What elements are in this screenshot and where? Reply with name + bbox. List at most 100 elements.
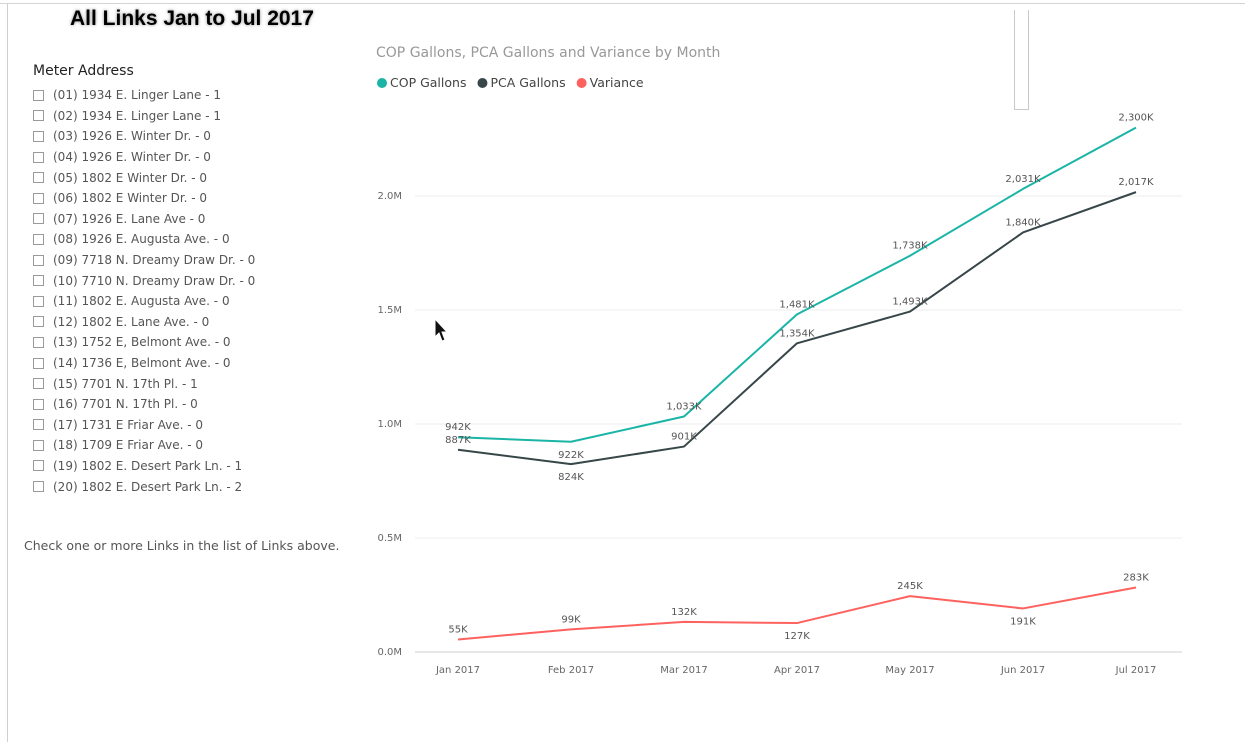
y-tick-label: 1.5M: [377, 305, 402, 316]
scrollbar-thumb[interactable]: [1014, 10, 1029, 110]
checkbox[interactable]: [33, 460, 44, 472]
slicer-item-label: (03) 1926 E. Winter Dr. - 0: [53, 129, 211, 144]
checkbox[interactable]: [33, 172, 44, 184]
checkbox[interactable]: [33, 110, 44, 122]
checkbox[interactable]: [33, 233, 44, 245]
slicer-list: (01) 1934 E. Linger Lane - 1 (02) 1934 E.…: [33, 85, 343, 497]
chart-series: 942K 922K 1,033K 1,481K 1,738K 2,031K 2,300K 88…: [445, 113, 1154, 642]
slicer-item-label: (14) 1736 E, Belmont Ave. - 0: [53, 356, 231, 371]
data-label: 1,738K: [892, 241, 928, 252]
slicer-item-label: (07) 1926 E. Lane Ave - 0: [53, 211, 206, 226]
slicer-item-label: (06) 1802 E Winter Dr. - 0: [53, 191, 208, 206]
checkbox[interactable]: [33, 275, 44, 287]
checkbox[interactable]: [33, 481, 44, 493]
hint-text: Check one or more Links in the list of L…: [24, 538, 340, 553]
checkbox[interactable]: [33, 151, 44, 163]
checkbox[interactable]: [33, 439, 44, 451]
checkbox[interactable]: [33, 419, 44, 431]
legend-label: PCA Gallons: [490, 75, 565, 90]
legend-marker: [576, 78, 587, 88]
checkbox[interactable]: [33, 192, 44, 204]
checkbox[interactable]: [33, 316, 44, 328]
slicer-item-label: (17) 1731 E Friar Ave. - 0: [53, 417, 203, 432]
checkbox[interactable]: [33, 336, 44, 348]
y-tick-label: 0.5M: [377, 533, 402, 544]
slicer-item[interactable]: (13) 1752 E, Belmont Ave. - 0: [33, 332, 343, 353]
chart-title: COP Gallons, PCA Gallons and Variance by…: [376, 45, 720, 61]
slicer-item[interactable]: (12) 1802 E. Lane Ave. - 0: [33, 312, 343, 333]
slicer-item[interactable]: (16) 7701 N. 17th Pl. - 0: [33, 394, 343, 415]
legend-label: Variance: [590, 75, 644, 90]
slicer-item[interactable]: (09) 7718 N. Dreamy Draw Dr. - 0: [33, 250, 343, 271]
data-label: 191K: [1010, 616, 1036, 627]
legend-marker: [377, 78, 387, 88]
slicer-item[interactable]: (17) 1731 E Friar Ave. - 0: [33, 415, 343, 436]
mouse-cursor-icon: [434, 318, 449, 342]
report-frame-left: [7, 3, 8, 742]
data-label: 901K: [671, 432, 697, 443]
slicer-item[interactable]: (05) 1802 E Winter Dr. - 0: [33, 167, 343, 188]
meter-address-slicer: Meter Address (01) 1934 E. Linger Lane -…: [33, 63, 343, 497]
x-tick-label: May 2017: [885, 665, 934, 676]
slicer-item-label: (01) 1934 E. Linger Lane - 1: [53, 88, 222, 103]
checkbox[interactable]: [33, 254, 44, 266]
data-label: 283K: [1123, 572, 1149, 583]
slicer-item-label: (10) 7710 N. Dreamy Draw Dr. - 0: [53, 273, 256, 288]
slicer-item[interactable]: (08) 1926 E. Augusta Ave. - 0: [33, 229, 343, 250]
data-label: 922K: [558, 450, 584, 461]
slicer-item[interactable]: (07) 1926 E. Lane Ave - 0: [33, 209, 343, 230]
slicer-item-label: (11) 1802 E. Augusta Ave. - 0: [53, 294, 230, 309]
data-label: 99K: [561, 614, 581, 625]
y-tick-label: 2.0M: [377, 191, 402, 202]
data-label: 2,017K: [1118, 177, 1154, 188]
data-label: 132K: [671, 607, 697, 618]
slicer-item-label: (08) 1926 E. Augusta Ave. - 0: [53, 232, 230, 247]
y-tick-label: 1.0M: [377, 419, 402, 430]
data-label: 887K: [445, 435, 471, 446]
data-label: 2,031K: [1005, 174, 1041, 185]
data-label: 1,481K: [779, 299, 815, 310]
slicer-item-label: (04) 1926 E. Winter Dr. - 0: [53, 150, 211, 165]
slicer-item[interactable]: (10) 7710 N. Dreamy Draw Dr. - 0: [33, 270, 343, 291]
series-line: [457, 126, 1137, 443]
x-tick-label: Jan 2017: [435, 665, 480, 676]
series-line: [457, 586, 1137, 641]
page-title: All Links Jan to Jul 2017: [70, 7, 314, 30]
slicer-item[interactable]: (11) 1802 E. Augusta Ave. - 0: [33, 291, 343, 312]
series-line: [457, 191, 1137, 466]
checkbox[interactable]: [33, 295, 44, 307]
chart-grid: 0.0M 0.5M 1.0M 1.5M 2.0M: [377, 191, 1182, 658]
checkbox[interactable]: [33, 213, 44, 225]
slicer-item[interactable]: (18) 1709 E Friar Ave. - 0: [33, 435, 343, 456]
slicer-item[interactable]: (02) 1934 E. Linger Lane - 1: [33, 106, 343, 127]
data-label: 127K: [784, 631, 810, 642]
slicer-item[interactable]: (06) 1802 E Winter Dr. - 0: [33, 188, 343, 209]
slicer-item[interactable]: (19) 1802 E. Desert Park Ln. - 1: [33, 456, 343, 477]
slicer-item-label: (09) 7718 N. Dreamy Draw Dr. - 0: [53, 253, 256, 268]
legend-label: COP Gallons: [390, 75, 466, 90]
slicer-item-label: (12) 1802 E. Lane Ave. - 0: [53, 314, 210, 329]
checkbox[interactable]: [33, 398, 44, 410]
data-label: 1,840K: [1005, 217, 1041, 228]
report-frame-top: [0, 3, 1245, 4]
data-label: 1,354K: [779, 328, 815, 339]
slicer-item[interactable]: (04) 1926 E. Winter Dr. - 0: [33, 147, 343, 168]
slicer-item-label: (02) 1934 E. Linger Lane - 1: [53, 108, 222, 123]
checkbox[interactable]: [33, 130, 44, 142]
checkbox[interactable]: [33, 357, 44, 369]
slicer-item[interactable]: (01) 1934 E. Linger Lane - 1: [33, 85, 343, 106]
data-label: 942K: [445, 422, 471, 433]
slicer-item-label: (19) 1802 E. Desert Park Ln. - 1: [53, 458, 243, 473]
slicer-item[interactable]: (03) 1926 E. Winter Dr. - 0: [33, 126, 343, 147]
data-label: 245K: [897, 581, 923, 592]
x-tick-label: Jun 2017: [1000, 665, 1045, 676]
x-tick-label: Feb 2017: [548, 665, 594, 676]
checkbox[interactable]: [33, 378, 44, 390]
chart-legend: COP Gallons PCA Gallons Variance: [377, 75, 644, 90]
slicer-item-label: (15) 7701 N. 17th Pl. - 1: [53, 376, 198, 391]
data-label: 824K: [558, 472, 584, 483]
checkbox[interactable]: [33, 89, 44, 101]
slicer-item[interactable]: (15) 7701 N. 17th Pl. - 1: [33, 373, 343, 394]
slicer-item[interactable]: (20) 1802 E. Desert Park Ln. - 2: [33, 476, 343, 497]
slicer-item[interactable]: (14) 1736 E, Belmont Ave. - 0: [33, 353, 343, 374]
